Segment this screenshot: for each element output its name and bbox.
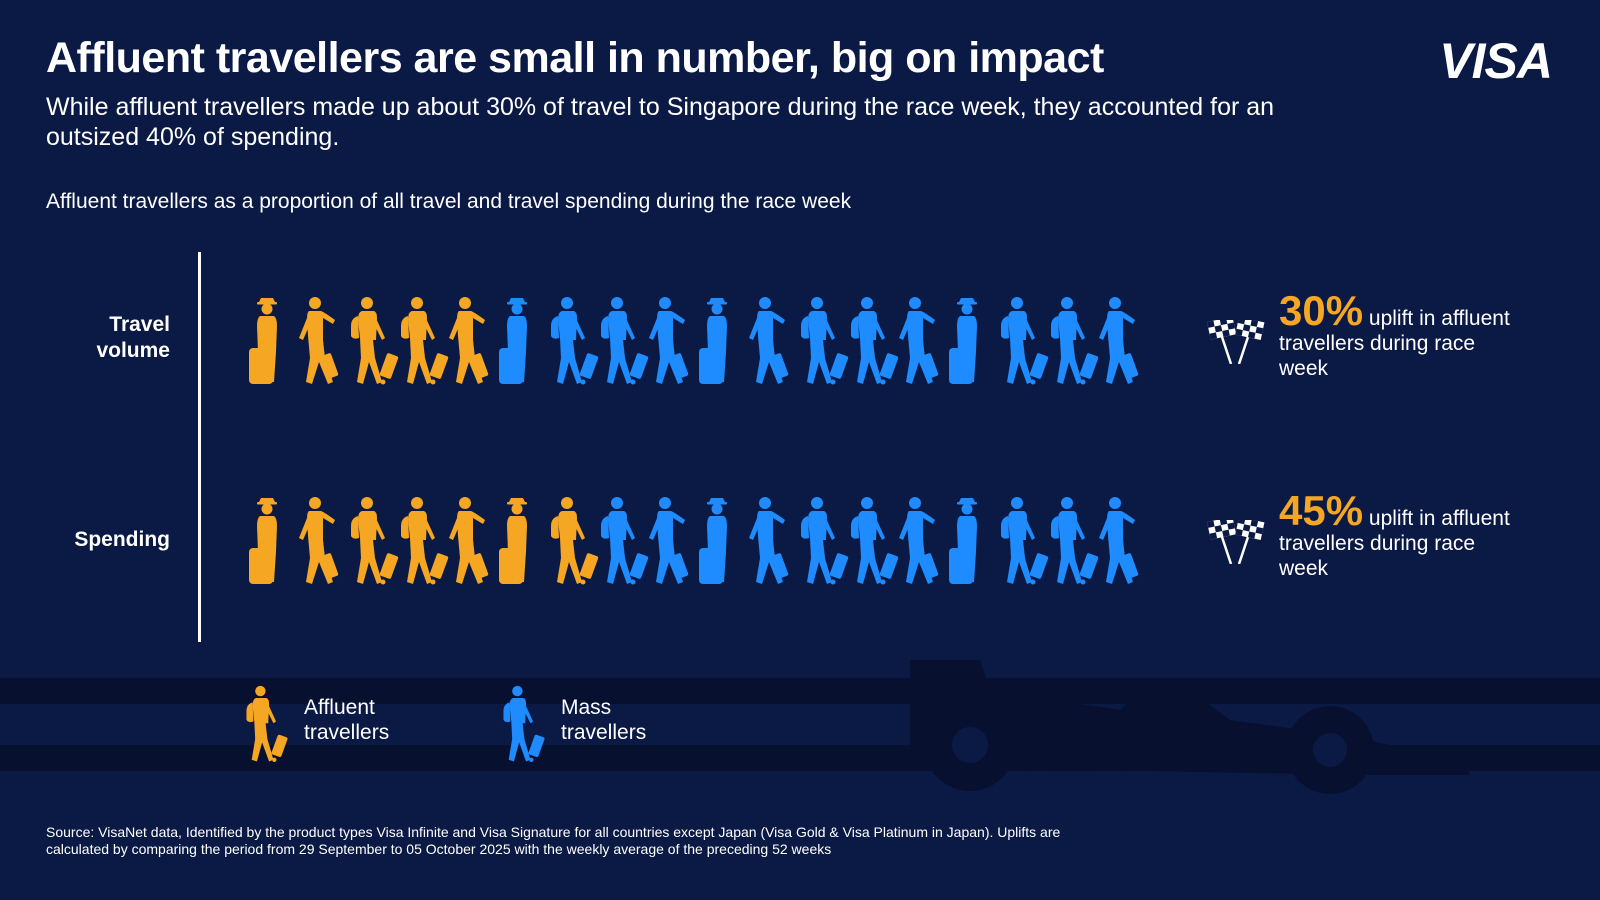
mass-traveller-icon <box>851 297 899 385</box>
mass-traveller-icon <box>801 297 849 385</box>
mass-traveller-icon <box>851 497 899 585</box>
checkered-flags-icon <box>1207 320 1265 364</box>
affluent-traveller-icon <box>351 497 399 585</box>
uplift-value-travel-volume: 30% <box>1279 287 1364 334</box>
mass-traveller-icon <box>601 297 649 385</box>
mass-traveller-icon <box>949 298 977 384</box>
legend-label-mass: Mass travellers <box>561 696 647 744</box>
mass-traveller-icon <box>1099 297 1139 384</box>
chart-axis-line <box>198 252 201 642</box>
mass-traveller-icon <box>1001 297 1049 385</box>
mass-traveller-icon <box>699 498 727 584</box>
walking-traveller-icon <box>246 685 288 762</box>
mass-traveller-icon <box>801 497 849 585</box>
affluent-traveller-icon <box>401 497 449 585</box>
affluent-traveller-icon <box>299 297 339 384</box>
mass-traveller-icon <box>649 497 689 584</box>
page-title: Affluent travellers are small in number,… <box>46 34 1104 82</box>
affluent-traveller-icon <box>249 498 277 584</box>
affluent-traveller-icon <box>449 297 489 384</box>
mass-traveller-icon <box>601 497 649 585</box>
visa-logo: VISA <box>1439 33 1553 89</box>
mass-traveller-icon <box>899 297 939 384</box>
race-car-silhouette <box>910 660 1470 794</box>
mass-traveller-icon <box>899 497 939 584</box>
chart-title: Affluent travellers as a proportion of a… <box>46 190 852 213</box>
mass-traveller-icon <box>699 298 727 384</box>
checkered-flags-icon <box>1207 520 1265 564</box>
pictogram-row-spending <box>249 497 1139 585</box>
uplift-text-spending: uplift in affluent travellers during rac… <box>1279 507 1510 580</box>
mass-traveller-icon <box>551 297 599 385</box>
affluent-traveller-icon <box>299 497 339 584</box>
mass-traveller-icon <box>649 297 689 384</box>
mass-traveller-icon <box>1051 497 1099 585</box>
uplift-value-spending: 45% <box>1279 487 1364 534</box>
legend-item-mass: Mass travellers <box>495 685 646 765</box>
affluent-traveller-icon <box>499 498 527 584</box>
mass-traveller-icon <box>1099 497 1139 584</box>
legend-label-affluent: Affluent travellers <box>304 696 390 744</box>
mass-traveller-icon <box>749 497 789 584</box>
legend-item-affluent: Affluent travellers <box>238 685 389 765</box>
affluent-traveller-icon <box>249 298 277 384</box>
affluent-traveller-icon <box>551 497 599 585</box>
affluent-traveller-icon <box>351 297 399 385</box>
mass-traveller-icon <box>949 498 977 584</box>
mass-traveller-icon <box>1001 497 1049 585</box>
mass-traveller-icon <box>499 298 527 384</box>
affluent-traveller-icon <box>449 497 489 584</box>
row-label-travel-volume: Travel volume <box>96 313 170 362</box>
walking-traveller-icon <box>503 685 545 762</box>
affluent-traveller-icon <box>401 297 449 385</box>
mass-traveller-icon <box>1051 297 1099 385</box>
page-subtitle: While affluent travellers made up about … <box>46 93 1275 151</box>
pictogram-row-travel-volume <box>249 297 1139 385</box>
uplift-text-travel-volume: uplift in affluent travellers during rac… <box>1279 307 1510 380</box>
source-note: Source: VisaNet data, Identified by the … <box>46 824 1061 857</box>
row-label-spending: Spending <box>74 528 170 551</box>
mass-traveller-icon <box>749 297 789 384</box>
